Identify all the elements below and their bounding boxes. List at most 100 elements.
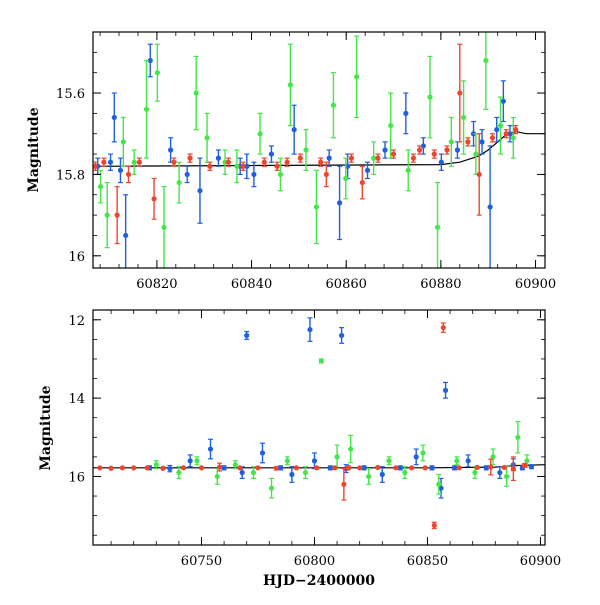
data-point bbox=[460, 114, 467, 121]
data-point bbox=[465, 139, 471, 145]
data-point bbox=[343, 175, 349, 182]
x-tick-label: 60750 bbox=[181, 554, 222, 569]
data-point bbox=[528, 464, 535, 470]
data-point bbox=[456, 465, 462, 471]
data-point bbox=[474, 464, 480, 471]
data-point bbox=[332, 465, 338, 471]
data-point bbox=[489, 135, 496, 141]
data-point bbox=[390, 151, 397, 157]
x-tick-label: 60880 bbox=[420, 277, 461, 292]
y-tick-label: 14 bbox=[68, 392, 85, 407]
data-point bbox=[215, 155, 222, 161]
data-point bbox=[448, 139, 454, 145]
data-point bbox=[255, 465, 261, 471]
data-point bbox=[147, 57, 153, 64]
data-point bbox=[318, 358, 324, 364]
data-point bbox=[187, 155, 193, 161]
data-point bbox=[465, 458, 471, 464]
data-point bbox=[397, 465, 403, 471]
data-point bbox=[522, 462, 528, 469]
series-red bbox=[97, 322, 528, 530]
data-point bbox=[427, 94, 433, 100]
data-point bbox=[472, 469, 478, 476]
data-point bbox=[503, 473, 510, 480]
data-point bbox=[403, 110, 409, 116]
data-layer bbox=[93, 32, 545, 268]
y-tick-label: 16 bbox=[68, 470, 85, 485]
data-point bbox=[379, 471, 385, 478]
data-point bbox=[510, 466, 516, 472]
data-point bbox=[273, 465, 279, 471]
data-point bbox=[97, 465, 103, 471]
data-point bbox=[501, 464, 507, 471]
data-point bbox=[108, 465, 114, 471]
data-point bbox=[444, 147, 450, 153]
data-point bbox=[187, 458, 193, 464]
data-point bbox=[345, 465, 351, 471]
data-point bbox=[416, 147, 423, 153]
data-point bbox=[473, 151, 479, 157]
data-point bbox=[119, 465, 125, 471]
data-point bbox=[339, 332, 345, 339]
data-point bbox=[234, 163, 240, 169]
data-point bbox=[494, 127, 500, 133]
data-point bbox=[207, 163, 213, 169]
data-point bbox=[438, 159, 444, 165]
series-red bbox=[93, 43, 519, 245]
data-point bbox=[311, 458, 318, 464]
data-point bbox=[125, 171, 132, 178]
data-point bbox=[244, 332, 250, 339]
data-point bbox=[454, 147, 461, 153]
data-point bbox=[497, 469, 503, 476]
data-point bbox=[487, 204, 493, 210]
data-point bbox=[483, 465, 489, 471]
data-point bbox=[184, 171, 190, 178]
data-point bbox=[107, 159, 114, 165]
data-point bbox=[330, 102, 337, 108]
x-tick-label: 60820 bbox=[136, 277, 177, 292]
data-point bbox=[388, 122, 394, 129]
data-point bbox=[302, 469, 309, 476]
data-point bbox=[500, 98, 506, 104]
data-point bbox=[497, 122, 504, 129]
data-point bbox=[364, 167, 371, 173]
data-point bbox=[409, 465, 415, 471]
top-panel: 60820 60840 60860 60880 60900 15.6 15.8 16 Magni… bbox=[26, 31, 556, 292]
data-point bbox=[442, 387, 449, 393]
data-point bbox=[510, 135, 516, 141]
data-point bbox=[297, 155, 303, 161]
data-point bbox=[144, 465, 150, 471]
data-point bbox=[405, 167, 411, 173]
data-point bbox=[375, 464, 381, 471]
data-point bbox=[111, 114, 117, 121]
data-point bbox=[436, 481, 442, 487]
data-point bbox=[274, 163, 280, 169]
data-point bbox=[123, 232, 129, 239]
y-axis-title: Magnitude bbox=[38, 385, 54, 470]
bottom-panel: 60750 60800 60850 60900 12 14 16 Magnitude HJD−2… bbox=[38, 309, 561, 589]
data-point bbox=[524, 458, 530, 464]
series-green bbox=[153, 358, 530, 499]
data-point bbox=[410, 155, 417, 161]
data-point bbox=[457, 90, 463, 96]
data-point bbox=[434, 224, 441, 230]
data-point bbox=[375, 155, 381, 161]
data-point bbox=[440, 325, 446, 331]
data-point bbox=[323, 171, 329, 178]
data-point bbox=[168, 147, 174, 153]
data-point bbox=[240, 163, 246, 169]
data-point bbox=[104, 212, 110, 218]
data-point bbox=[216, 464, 223, 470]
data-point bbox=[382, 147, 388, 153]
data-point bbox=[268, 151, 275, 157]
data-point bbox=[303, 147, 309, 153]
data-point bbox=[334, 454, 340, 460]
data-point bbox=[422, 465, 428, 471]
x-tick-label: 60850 bbox=[407, 554, 448, 569]
data-point bbox=[277, 171, 284, 178]
data-point bbox=[197, 188, 203, 194]
data-layer bbox=[93, 317, 545, 530]
x-tick-label: 60900 bbox=[520, 554, 561, 569]
